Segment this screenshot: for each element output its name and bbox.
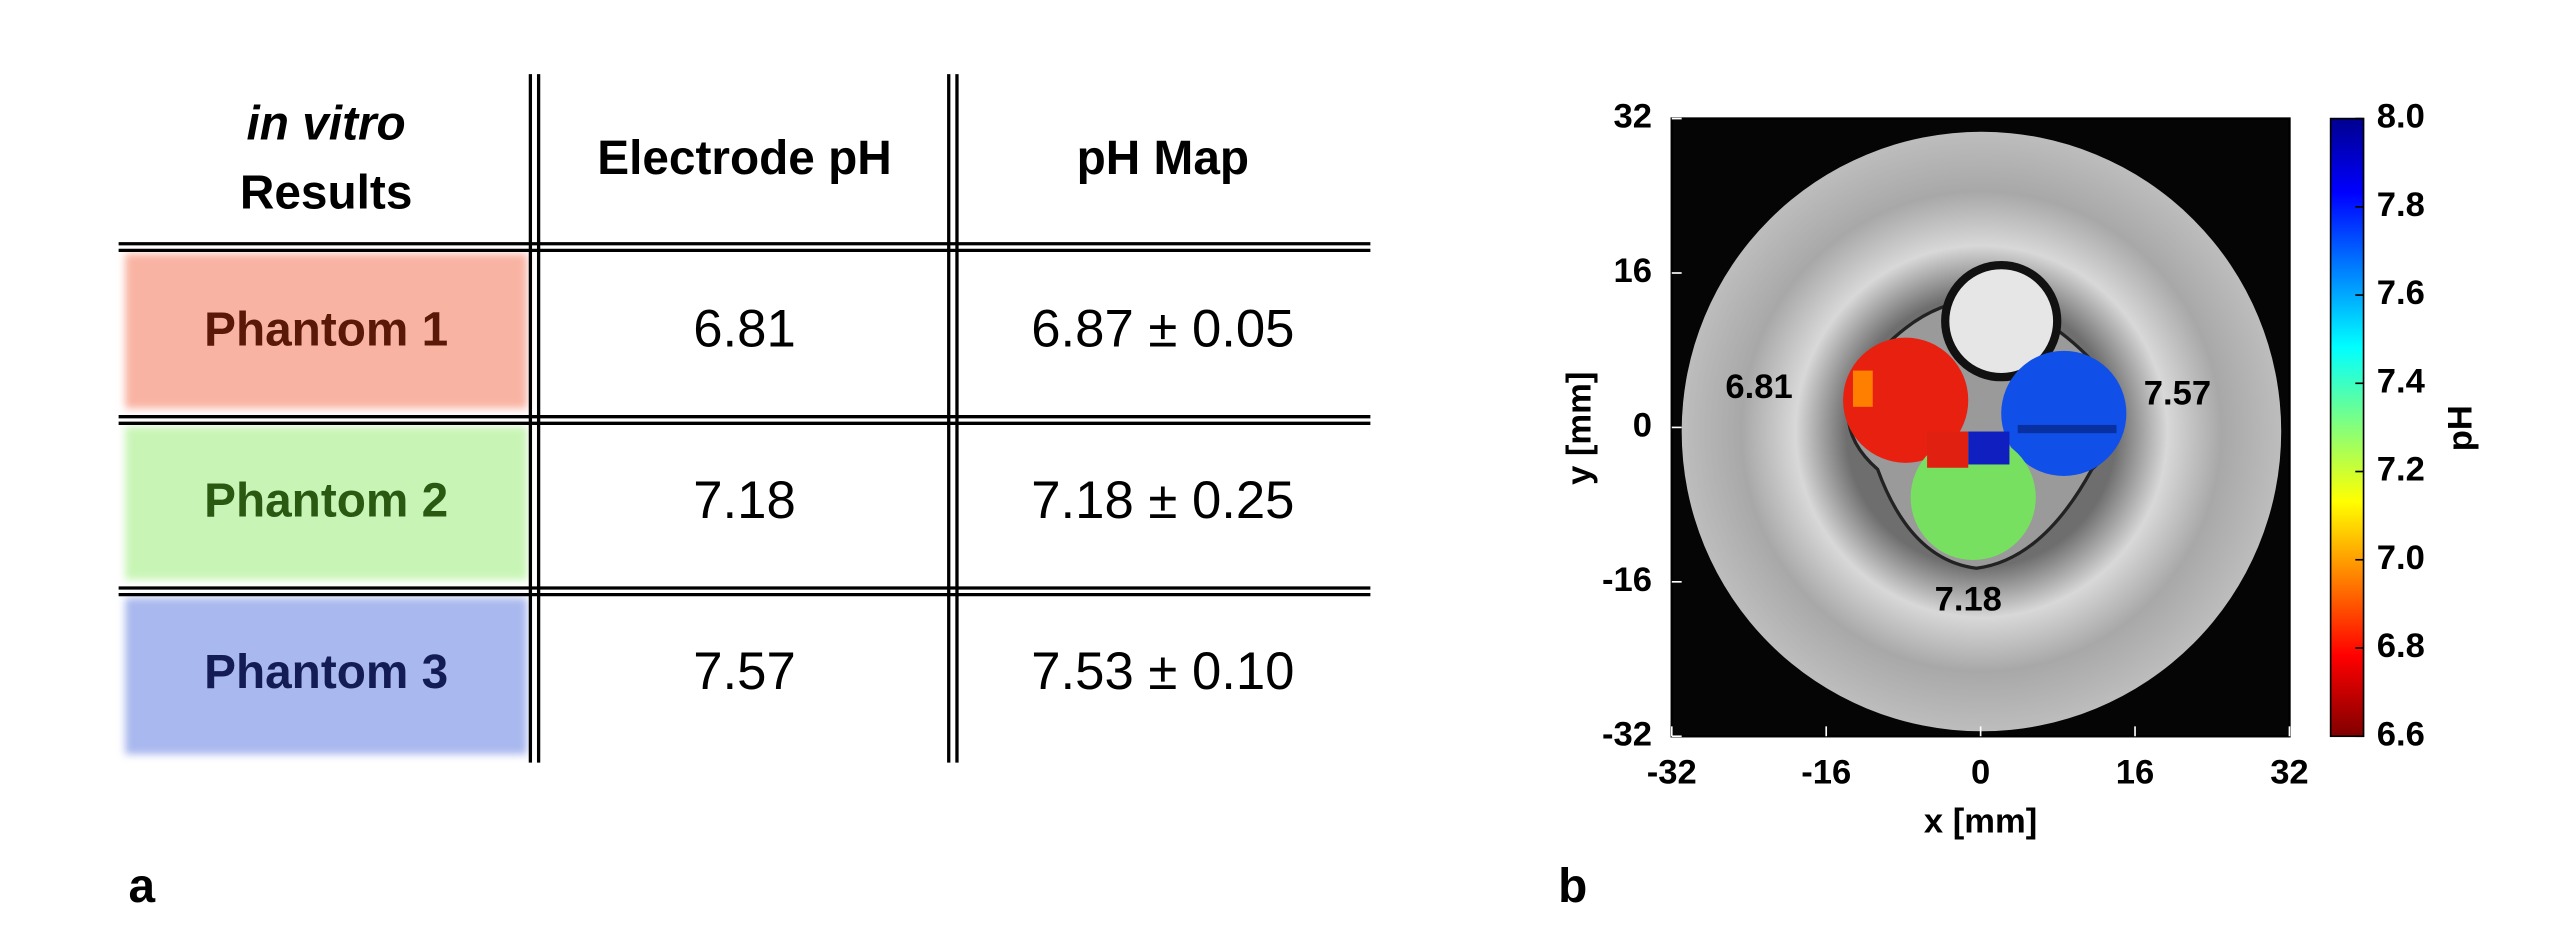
cell-text: 7.57 (693, 642, 796, 701)
colorbar (2329, 117, 2365, 738)
texts: in vitro Results Electrode pH pH Map Phantom… (129, 97, 2480, 913)
colorbar-tick-label: 7.4 (2377, 362, 2426, 400)
cell-fill (125, 426, 528, 580)
phantom-image (1670, 117, 2365, 738)
cell-fills (125, 253, 528, 755)
row-label: Phantom 2 (204, 475, 448, 528)
colorbar-tick-label: 7.8 (2377, 186, 2425, 224)
header-text: in vitro (247, 97, 406, 150)
y-tick-label: -32 (1602, 715, 1652, 753)
cell-text: 7.18 ± 0.25 (1031, 471, 1294, 530)
x-tick-label: -32 (1647, 753, 1697, 791)
header-text: pH Map (1077, 132, 1249, 185)
map-detail (2017, 424, 2117, 434)
colorbar-tick-label: 6.8 (2377, 627, 2425, 665)
map-detail (1927, 431, 1969, 468)
x-axis-label: x [mm] (1924, 803, 2037, 841)
y-tick-label: 32 (1614, 98, 1652, 136)
phantom-3-map (2001, 350, 2127, 476)
cell-fill (125, 597, 528, 755)
cell-text: 7.53 ± 0.10 (1031, 642, 1294, 701)
tube (1941, 261, 2062, 382)
cell-text: 6.81 (693, 300, 796, 359)
colorbar-tick-label: 7.6 (2377, 274, 2425, 312)
colorbar-label: pH (2442, 405, 2480, 451)
x-tick-label: 0 (1971, 753, 1990, 791)
header-text: Results (240, 167, 413, 220)
x-tick-label: -16 (1801, 753, 1851, 791)
colorbar-tick-label: 7.0 (2377, 539, 2425, 577)
panel-label: b (1558, 860, 1587, 913)
map-detail (1852, 370, 1873, 407)
cell-text: 6.87 ± 0.05 (1031, 300, 1294, 359)
cell-text: 7.18 (693, 471, 796, 530)
map-detail (1968, 431, 2010, 465)
header-text: Electrode pH (597, 132, 892, 185)
table-rules (118, 74, 1371, 763)
annotation: 7.18 (1935, 580, 2002, 618)
y-tick-label: -16 (1602, 561, 1652, 599)
colorbar-tick-label: 6.6 (2377, 715, 2425, 753)
panel-label: a (129, 860, 156, 913)
annotation: 6.81 (1725, 368, 1792, 406)
cell-fill (125, 253, 528, 409)
x-tick-label: 32 (2270, 753, 2308, 791)
colorbar-tick-label: 7.2 (2377, 451, 2425, 489)
colorbar-tick-label: 8.0 (2377, 98, 2425, 136)
row-label: Phantom 3 (204, 646, 448, 699)
y-tick-label: 0 (1633, 407, 1652, 445)
y-axis-label: y [mm] (1560, 372, 1598, 485)
annotation: 7.57 (2144, 374, 2211, 412)
x-tick-label: 16 (2116, 753, 2154, 791)
row-label: Phantom 1 (204, 303, 448, 356)
y-tick-label: 16 (1614, 252, 1652, 290)
